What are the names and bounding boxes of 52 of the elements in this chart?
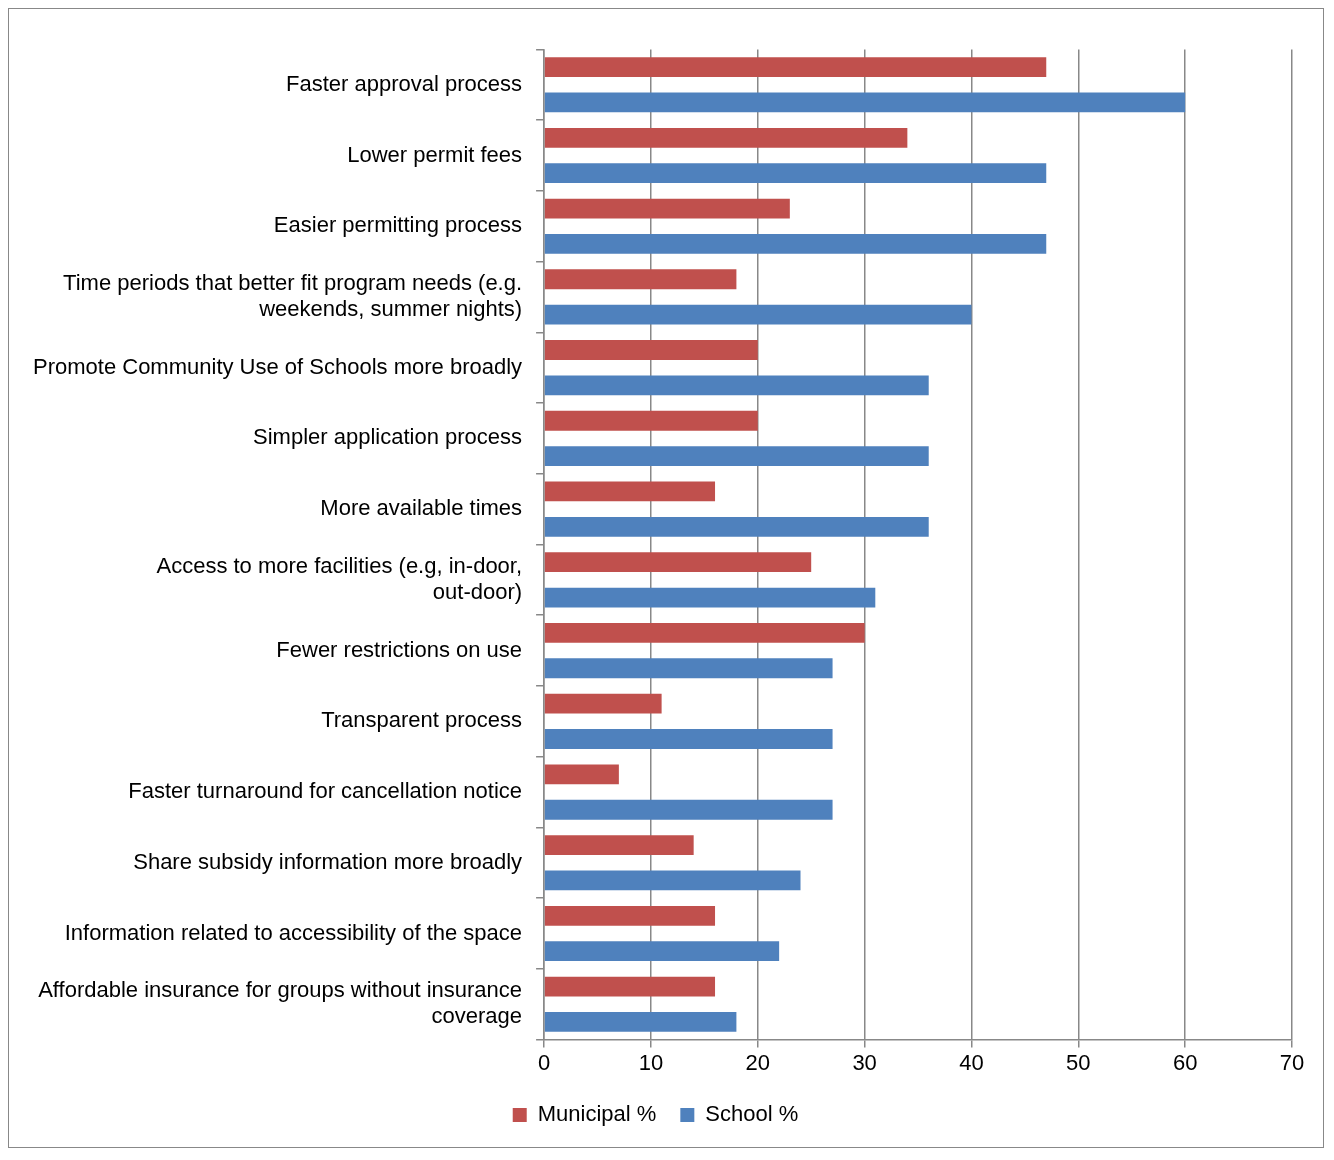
bar [544, 340, 758, 360]
bar [544, 693, 662, 714]
y-tick-label: Promote Community Use of Schools more broadly [32, 353, 523, 379]
x-tick-label: 10 [638, 1049, 664, 1075]
bar [544, 57, 1047, 77]
bar [544, 941, 780, 962]
x-tick-label: 50 [1066, 1049, 1091, 1075]
bar [544, 764, 619, 785]
bar [544, 481, 716, 502]
y-tick-label: Fewer restrictions on use [276, 636, 523, 662]
x-tick-label: 0 [537, 1049, 551, 1075]
bar [544, 516, 929, 537]
x-tick-label: 30 [852, 1049, 877, 1075]
bar [544, 304, 972, 325]
bar [544, 870, 801, 891]
bar [544, 552, 812, 573]
bar [544, 269, 737, 290]
bar [544, 375, 929, 396]
y-tick-label: Easier permitting process [273, 212, 523, 238]
y-tick-label: Time periods that better fit program needs (e.g. weekends, summer nights) [63, 269, 523, 322]
y-tick-label: More available times [320, 495, 523, 521]
bar [544, 623, 865, 643]
bar [544, 234, 1047, 254]
y-tick-label: Lower permit fees [347, 141, 523, 167]
bar [544, 92, 1186, 113]
y-tick-label: Faster turnaround for cancellation notice [128, 778, 523, 804]
legend-label: Municipal % [537, 1101, 657, 1127]
bar [544, 905, 716, 926]
bar [544, 729, 833, 749]
bar [544, 127, 908, 148]
y-tick-label: Affordable insurance for groups without insurance coverage [38, 977, 523, 1029]
bar [544, 976, 716, 997]
bar [544, 835, 694, 855]
bar [544, 1012, 737, 1032]
bar [544, 587, 876, 608]
x-tick-label: 70 [1279, 1049, 1305, 1075]
bar [544, 799, 833, 820]
bar [544, 658, 833, 679]
y-tick-label: Share subsidy information more broadly [133, 848, 523, 874]
bar [544, 163, 1047, 184]
y-tick-label: Simpler application process [253, 424, 523, 450]
bar [544, 410, 758, 431]
bar [544, 446, 929, 466]
legend-label: School % [705, 1101, 799, 1127]
y-tick-label: Information related to accessibility of the space [64, 919, 523, 945]
y-tick-label: Faster approval process [286, 70, 523, 96]
x-tick-label: 40 [959, 1049, 984, 1075]
y-tick-label: Access to more facilities (e.g, in-door, out-door) [156, 552, 523, 605]
y-tick-label: Transparent process [321, 707, 523, 733]
bar [544, 198, 790, 219]
x-tick-label: 60 [1172, 1049, 1198, 1075]
x-tick-label: 20 [745, 1049, 771, 1075]
